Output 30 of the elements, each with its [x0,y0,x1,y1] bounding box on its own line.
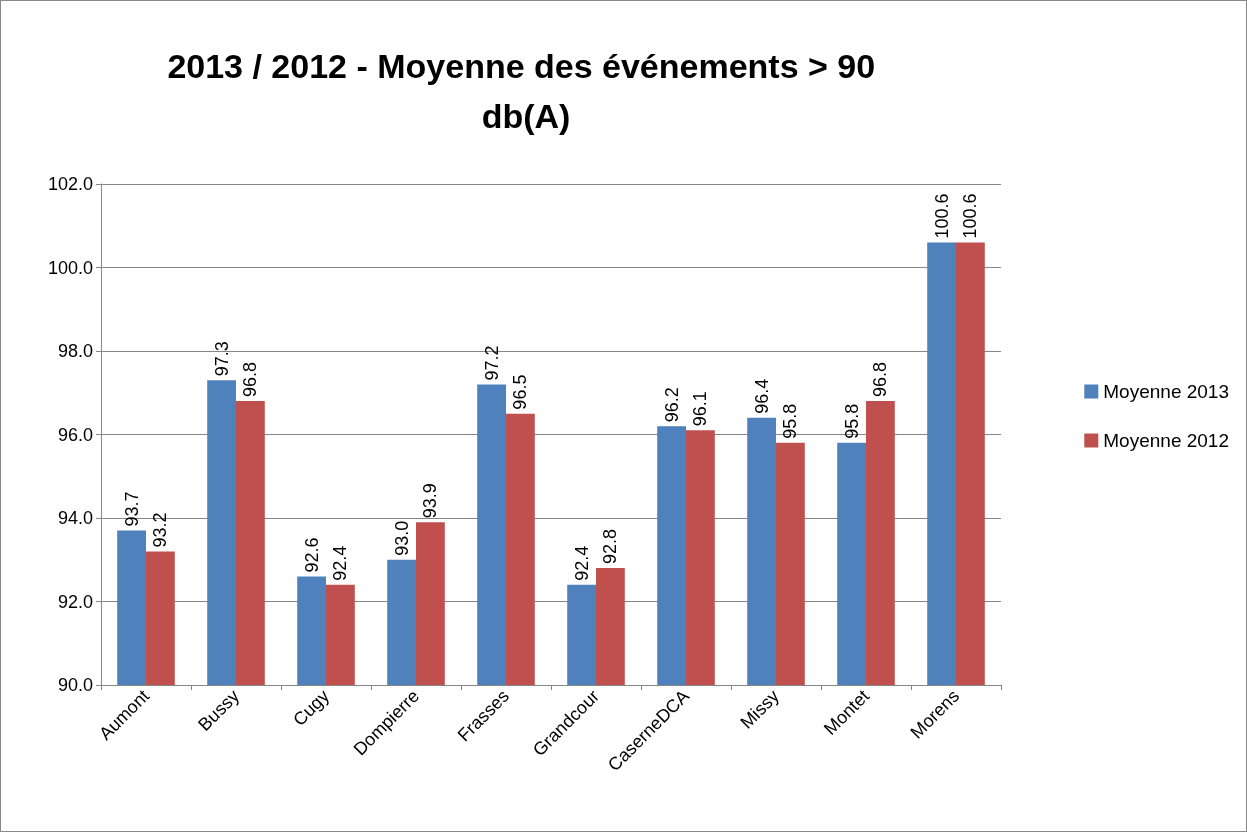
data-label: 96.8 [870,362,891,398]
y-tick-label: 96.0 [57,424,93,445]
data-label: 96.5 [510,374,531,410]
data-label: 93.2 [150,512,171,548]
y-tick-label: 94.0 [57,508,93,528]
y-tick-label: 98.0 [57,341,93,361]
data-label: 96.8 [240,362,261,398]
data-label: 96.1 [690,391,711,427]
data-label: 96.2 [661,387,682,423]
data-label: 92.4 [330,545,351,581]
data-label: 100.6 [960,193,981,239]
data-label: 97.3 [211,341,232,377]
y-tick-label: 102.0 [47,174,93,194]
data-label: 92.4 [571,545,592,581]
data-label: 92.6 [301,537,322,573]
y-tick-label: 90.0 [57,675,93,695]
data-label: 92.8 [600,529,621,565]
data-label: 100.6 [931,193,952,239]
data-label: 95.8 [780,403,801,439]
chart-title: 2013 / 2012 - Moyenne des événements > 90 db(A) [167,47,885,135]
data-label: 93.9 [420,483,441,519]
data-label: 97.2 [481,345,502,381]
data-label: 93.0 [391,520,412,556]
data-label: 95.8 [841,403,862,439]
data-label: 93.7 [121,491,142,527]
legend-label: Moyenne 2013 [1103,381,1230,402]
data-label: 96.4 [751,378,772,414]
y-tick-label: 100.0 [47,257,93,278]
y-tick-label: 92.0 [57,591,93,612]
legend-label: Moyenne 2012 [1103,430,1230,451]
